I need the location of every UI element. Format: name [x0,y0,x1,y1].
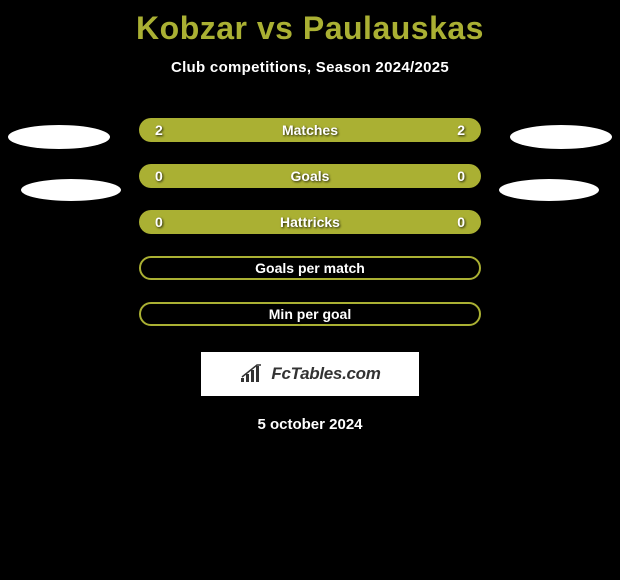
stat-label: Hattricks [280,214,340,230]
player-left-badge-2 [21,179,121,201]
stat-label: Matches [282,122,338,138]
player-right-badge-1 [510,125,612,149]
bars-icon [239,364,267,384]
stat-label: Min per goal [269,306,351,322]
stat-row-hattricks: 0 Hattricks 0 [139,210,481,234]
player-left-badge-1 [8,125,110,149]
stat-label: Goals [291,168,330,184]
player-right-badge-2 [499,179,599,201]
stat-row-goals-per-match: Goals per match [139,256,481,280]
snapshot-date: 5 october 2024 [0,416,620,433]
stat-left-value: 2 [155,122,163,138]
stat-row-matches: 2 Matches 2 [139,118,481,142]
stat-left-value: 0 [155,214,163,230]
stats-list: 2 Matches 2 0 Goals 0 0 Hattricks 0 Goal… [0,118,620,326]
brand-name: FcTables.com [271,364,380,384]
stat-row-goals: 0 Goals 0 [139,164,481,188]
stat-right-value: 0 [457,168,465,184]
stat-label: Goals per match [255,260,365,276]
season-subtitle: Club competitions, Season 2024/2025 [0,59,620,76]
stat-row-min-per-goal: Min per goal [139,302,481,326]
stat-right-value: 2 [457,122,465,138]
comparison-title: Kobzar vs Paulauskas [0,0,620,47]
brand-logo: FcTables.com [201,352,419,396]
stat-left-value: 0 [155,168,163,184]
stat-right-value: 0 [457,214,465,230]
